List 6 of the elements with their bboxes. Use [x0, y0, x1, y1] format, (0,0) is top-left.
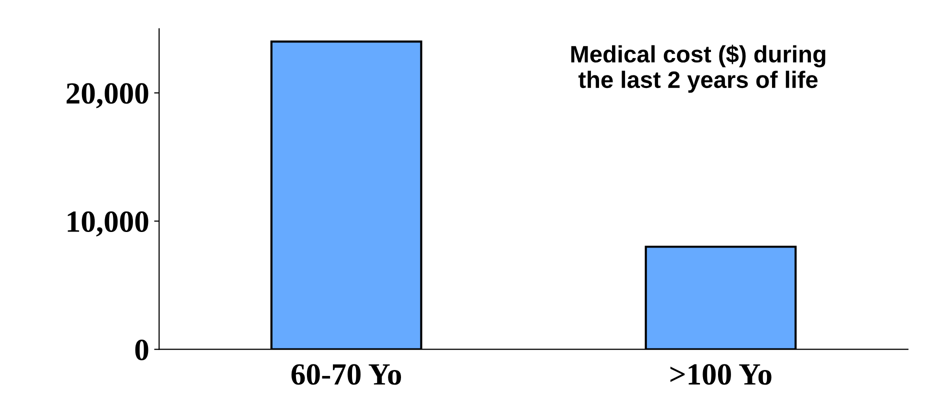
x-tick-label: >100 Yo	[670, 364, 772, 385]
x-tick-label: 60-70 Yo	[292, 364, 402, 385]
y-tick-label: 20,000	[66, 83, 148, 108]
text: Medical cost ($) during the last 2 years of life	[571, 44, 826, 93]
y-tick-label: 0	[135, 340, 148, 360]
y-tick-label: 10,000	[68, 211, 148, 236]
